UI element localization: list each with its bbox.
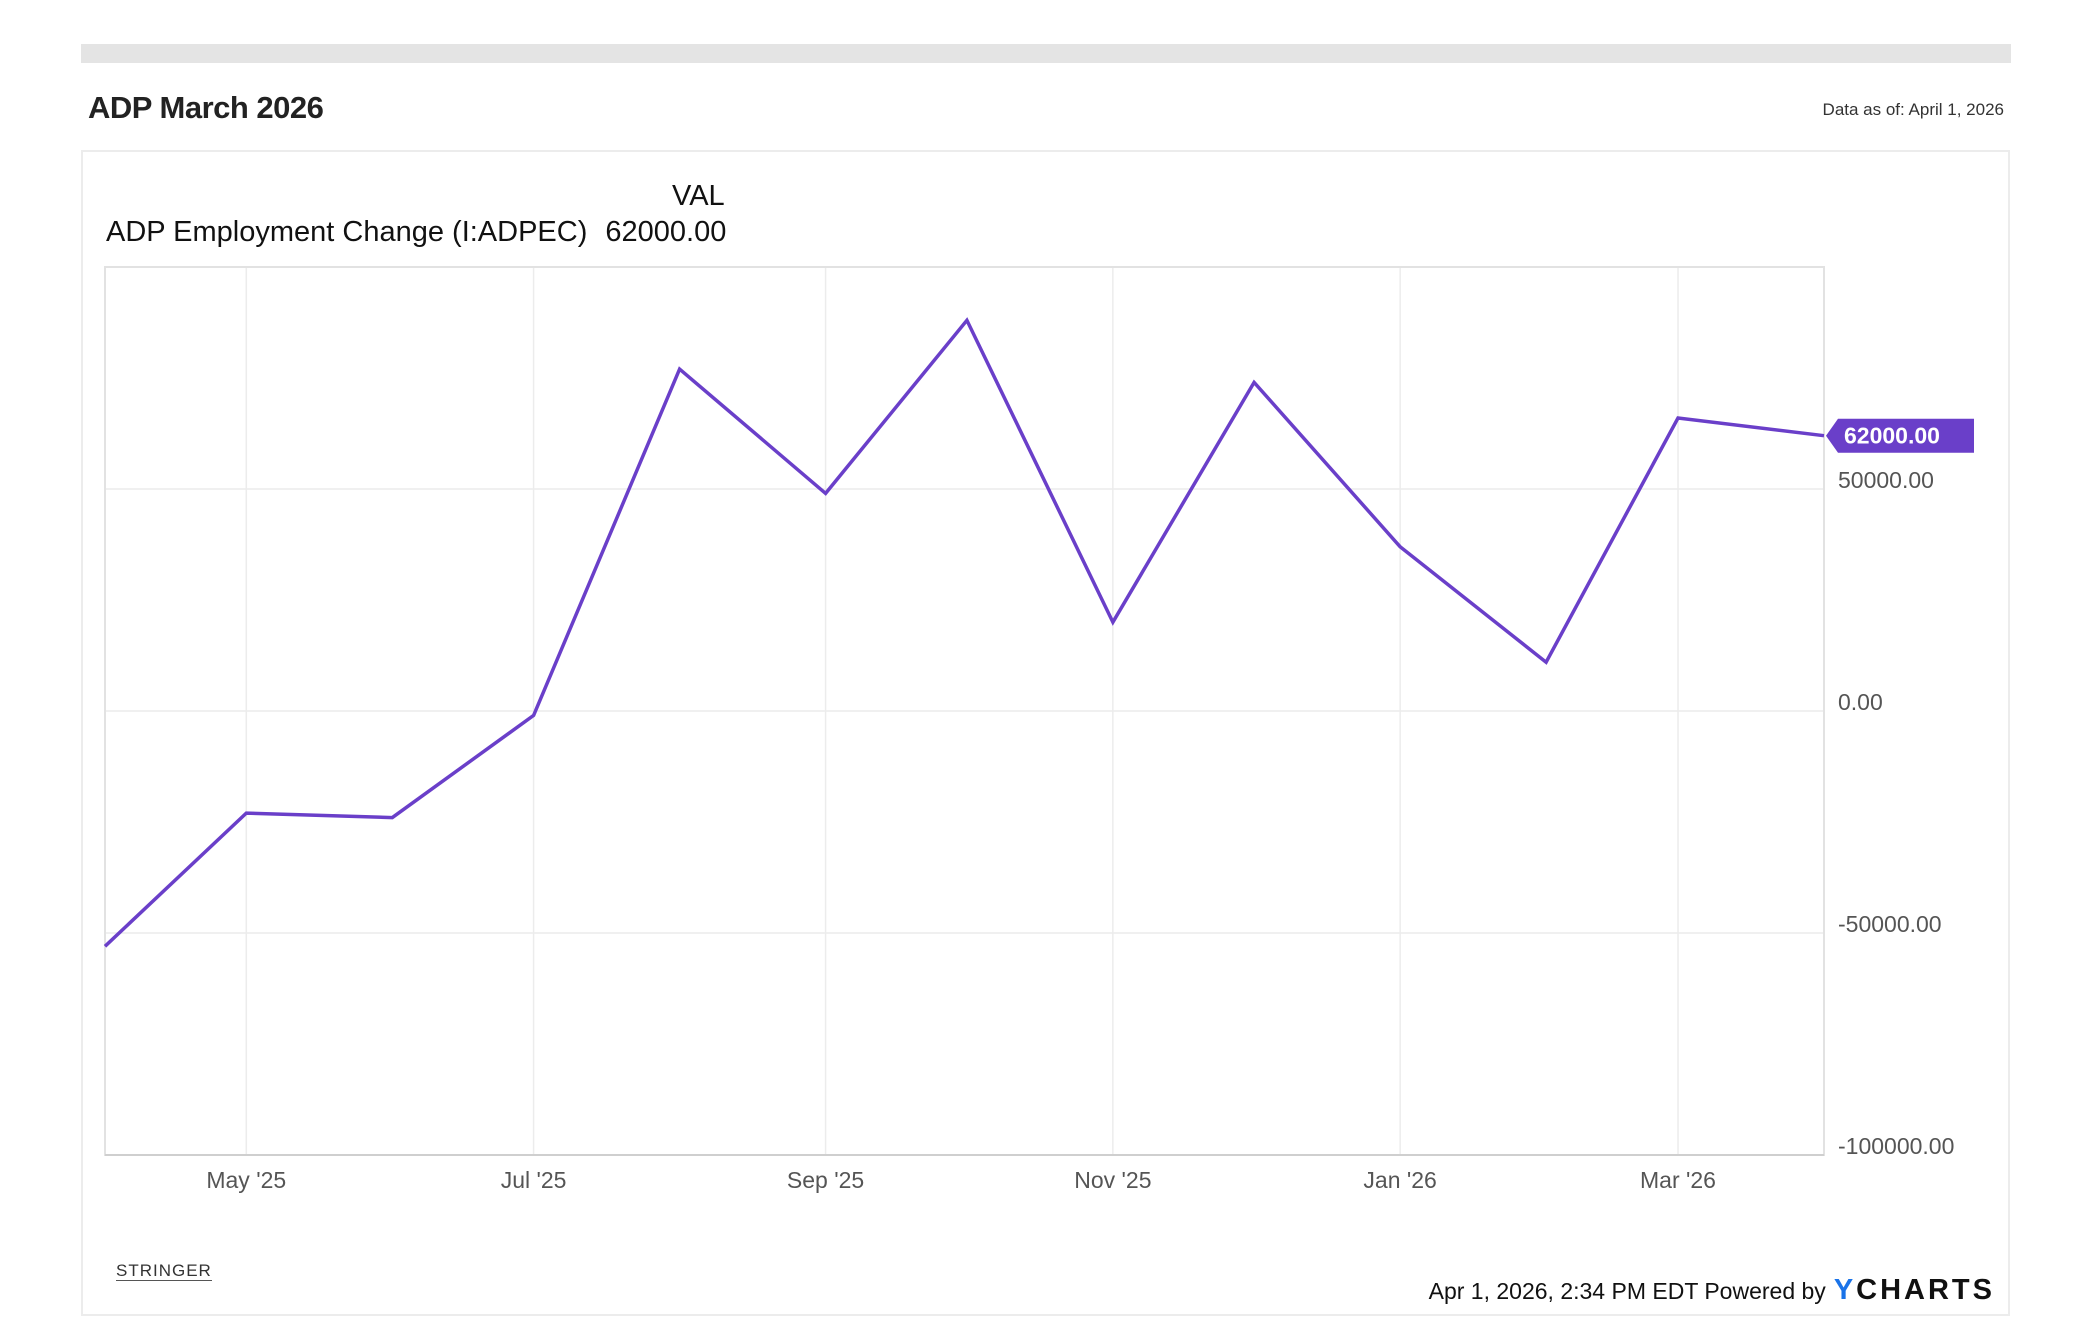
data-as-of-label: Data as of: April 1, 2026 bbox=[1822, 100, 2004, 119]
x-tick-label: Nov '25 bbox=[1074, 1167, 1151, 1193]
series-line bbox=[103, 317, 1825, 948]
x-tick-label: Mar '26 bbox=[1640, 1167, 1716, 1193]
top-divider bbox=[81, 44, 2011, 63]
y-tick-label: -50000.00 bbox=[1838, 911, 1942, 937]
x-tick-label: Sep '25 bbox=[787, 1167, 864, 1193]
x-tick-label: Jul '25 bbox=[501, 1167, 567, 1193]
y-tick-label: 50000.00 bbox=[1838, 467, 1934, 493]
chart-frame bbox=[81, 150, 2010, 1316]
y-tick-label: -100000.00 bbox=[1838, 1133, 1954, 1159]
last-value-label: 62000.00 bbox=[1844, 423, 1940, 449]
legend-column-header: VAL bbox=[672, 180, 725, 212]
ycharts-logo[interactable]: YCHARTS bbox=[1834, 1274, 1995, 1306]
footer-credit: Apr 1, 2026, 2:34 PM EDT Powered by YCHAR… bbox=[1429, 1274, 1995, 1307]
legend-series-value: 62000.00 bbox=[605, 216, 727, 248]
footer-timestamp: Apr 1, 2026, 2:34 PM EDT Powered by bbox=[1428, 1278, 1826, 1304]
x-tick-label: Jan '26 bbox=[1363, 1167, 1436, 1193]
y-tick-label: 0.00 bbox=[1838, 689, 1883, 715]
x-tick-label: May '25 bbox=[206, 1167, 286, 1193]
legend-series-label: ADP Employment Change (I:ADPEC) bbox=[106, 216, 588, 248]
page-title: ADP March 2026 bbox=[88, 90, 324, 125]
last-value-flag bbox=[1826, 418, 1974, 453]
ycharts-logo-y: Y bbox=[1833, 1274, 1857, 1306]
legend-row[interactable]: ADP Employment Change (I:ADPEC) 62000.00 bbox=[106, 216, 726, 249]
ycharts-logo-rest: CHARTS bbox=[1856, 1274, 1995, 1306]
stringer-logo: STRINGER bbox=[116, 1261, 212, 1281]
